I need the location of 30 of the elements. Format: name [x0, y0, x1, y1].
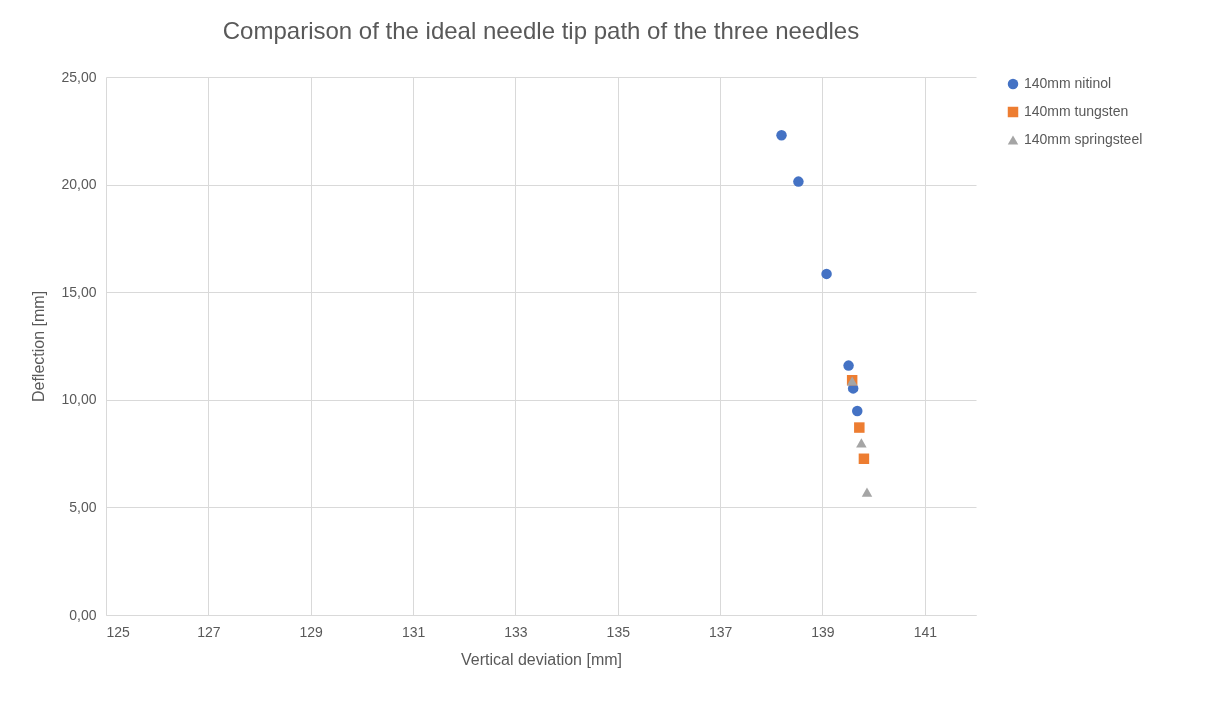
- point: [856, 438, 867, 448]
- point: [776, 130, 787, 141]
- chart-title: Comparison of the ideal needle tip path of the three needles: [222, 17, 860, 44]
- legend-label: 140mm springsteel: [1024, 131, 1143, 147]
- x-tick-label: 137: [708, 623, 733, 640]
- legend-label: 140mm nitinol: [1024, 75, 1112, 91]
- x-tick-label: 135: [606, 623, 631, 640]
- x-tick-label: 125: [106, 623, 131, 640]
- x-tick-label: 129: [299, 623, 324, 640]
- point: [861, 487, 873, 497]
- x-tick-label: 141: [913, 623, 938, 640]
- y-tick-label: 0,00: [69, 606, 97, 623]
- x-tick-label: 139: [811, 623, 835, 640]
- point: [858, 453, 870, 465]
- y-tick-label: 25,00: [61, 68, 97, 85]
- point: [843, 360, 854, 371]
- y-tick-label: 20,00: [61, 176, 97, 193]
- x-tick-label: 127: [197, 623, 221, 640]
- y-axis-title: Deflection [mm]: [30, 290, 48, 403]
- x-tick-label: 133: [504, 623, 528, 640]
- y-tick-label: 10,00: [61, 391, 97, 408]
- x-tick-label: 131: [401, 623, 426, 640]
- legend-label: 140mm tungsten: [1024, 103, 1129, 119]
- x-axis-title: Vertical deviation [mm]: [461, 650, 622, 668]
- point: [793, 176, 804, 187]
- y-tick-label: 15,00: [61, 283, 97, 300]
- y-tick-label: 5,00: [69, 498, 97, 515]
- point: [821, 268, 832, 280]
- point: [854, 422, 865, 433]
- point: [852, 405, 863, 417]
